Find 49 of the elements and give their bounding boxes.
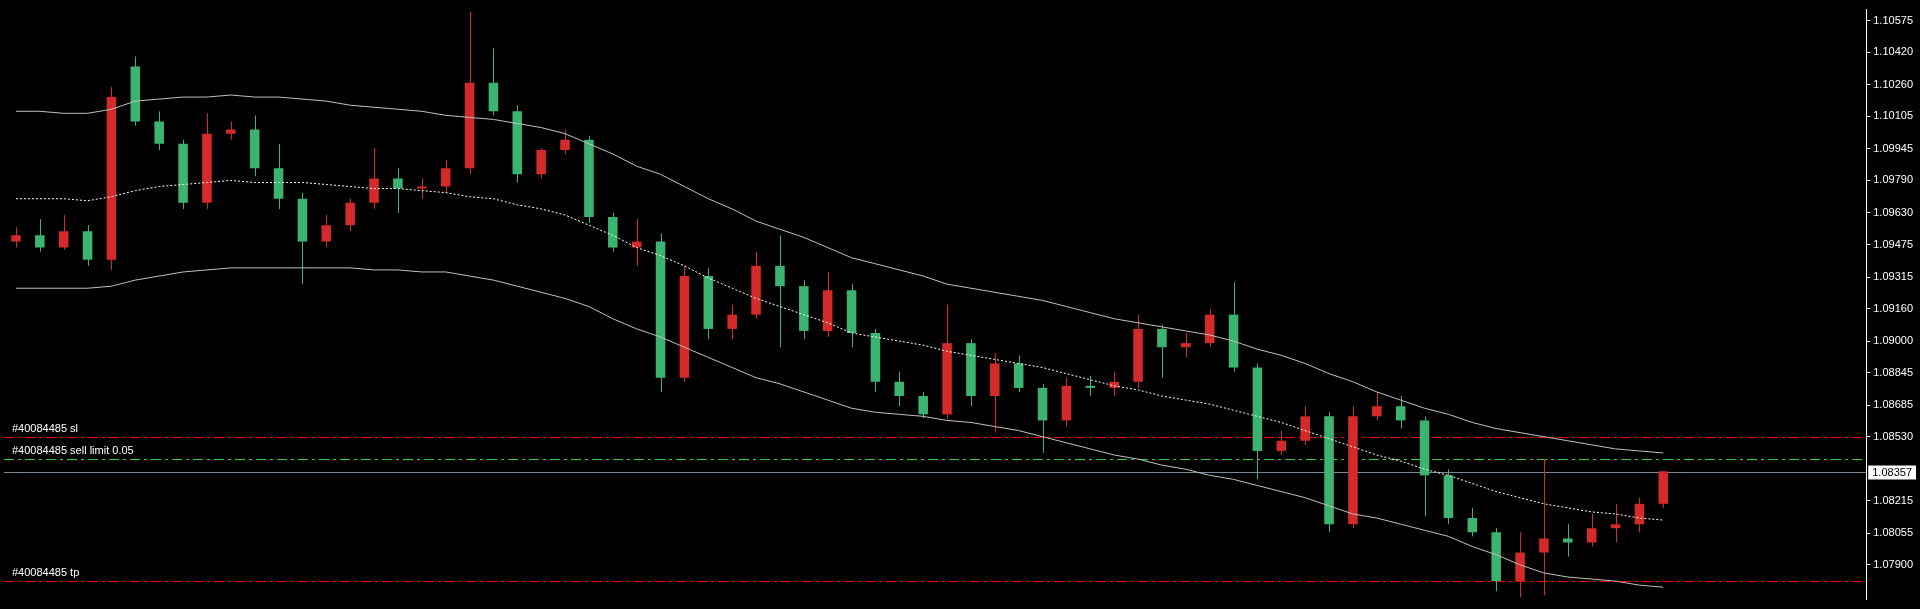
y-tick-label: 1.09630 bbox=[1873, 206, 1913, 219]
ref-line-label: 1.08357 bbox=[1872, 465, 1912, 478]
y-tick-label: 1.10105 bbox=[1873, 109, 1913, 122]
y-tick-label: 1.10420 bbox=[1873, 45, 1913, 58]
candlestick bbox=[775, 234, 785, 348]
candlestick bbox=[154, 110, 164, 151]
candlestick bbox=[1181, 332, 1191, 358]
candlestick bbox=[1157, 324, 1167, 379]
candlestick bbox=[560, 129, 570, 155]
candlestick bbox=[1372, 391, 1382, 421]
candlestick bbox=[321, 214, 332, 249]
y-tick-label: 1.09945 bbox=[1873, 141, 1913, 154]
candlestick bbox=[1539, 458, 1549, 596]
y-tick-label: 1.08530 bbox=[1873, 429, 1913, 442]
y-tick-label: 1.08685 bbox=[1873, 398, 1913, 411]
candlestick bbox=[1395, 395, 1406, 430]
candlestick bbox=[1563, 523, 1573, 558]
candlestick bbox=[727, 304, 737, 340]
candlestick bbox=[440, 159, 451, 194]
y-tick-label: 1.07900 bbox=[1873, 557, 1913, 570]
candlestick bbox=[894, 371, 905, 407]
candlestick bbox=[393, 167, 403, 214]
y-tick-label: 1.08845 bbox=[1873, 365, 1913, 378]
candlestick bbox=[11, 226, 21, 249]
candlestick bbox=[1085, 375, 1096, 397]
y-tick-label: 1.09790 bbox=[1873, 173, 1913, 186]
candlestick bbox=[35, 218, 45, 253]
candlestick bbox=[1467, 507, 1478, 537]
ref-line-label: #40084485 tp bbox=[12, 566, 80, 579]
candlestick bbox=[345, 198, 355, 232]
y-tick-label: 1.09000 bbox=[1873, 334, 1913, 347]
candlestick bbox=[226, 120, 236, 141]
y-tick-label: 1.09475 bbox=[1873, 237, 1913, 250]
candlestick bbox=[918, 391, 928, 419]
candlestick bbox=[1610, 503, 1621, 543]
y-tick-label: 1.10575 bbox=[1873, 13, 1913, 26]
ref-line-label: #40084485 sl bbox=[12, 422, 79, 435]
candlestick bbox=[58, 214, 69, 251]
y-tick-label: 1.08055 bbox=[1873, 526, 1913, 539]
y-tick-label: 1.10260 bbox=[1873, 77, 1913, 90]
candlestick bbox=[1586, 513, 1597, 548]
y-tick-label: 1.09160 bbox=[1873, 301, 1913, 314]
candlestick bbox=[1276, 430, 1287, 456]
ref-line-label: #40084485 sell limit 0.05 bbox=[12, 444, 134, 457]
y-tick-label: 1.09315 bbox=[1873, 270, 1913, 283]
y-tick-label: 1.08215 bbox=[1873, 493, 1913, 506]
candlestick bbox=[417, 177, 427, 200]
candlestick bbox=[1634, 497, 1645, 533]
candlestick bbox=[631, 218, 642, 267]
